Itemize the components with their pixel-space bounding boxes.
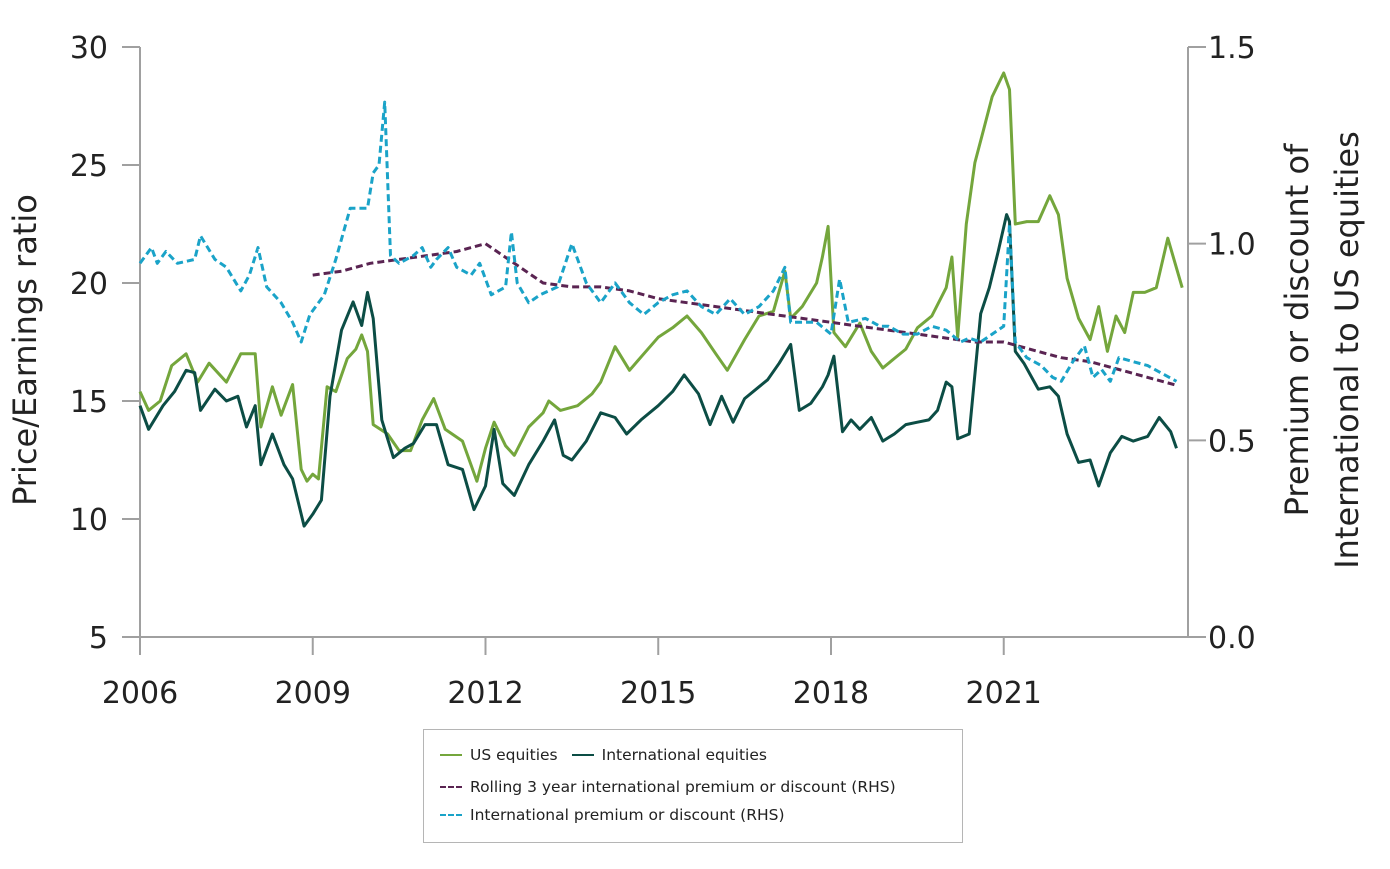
right-axis-ticks: 0.0 0.5 1.0 1.5 — [1188, 31, 1256, 656]
legend-label-us-equities: US equities — [470, 746, 558, 764]
legend-row-1: US equities International equities — [440, 746, 781, 764]
series-line-2 — [138, 213, 1178, 528]
y-tick-label: 25 — [70, 149, 108, 184]
series-line-3 — [312, 242, 1177, 387]
legend: US equities International equities Rolli… — [423, 729, 963, 843]
y2-tick-label: 1.0 — [1208, 228, 1256, 263]
y-tick-label: 5 — [89, 621, 108, 656]
series-layer — [138, 71, 1184, 528]
x-axis-ticks: 2006 2009 2012 2015 2018 2021 — [102, 637, 1042, 711]
x-tick-label: 2006 — [102, 676, 178, 711]
y-tick-label: 20 — [70, 267, 108, 302]
legend-swatch-us-equities — [440, 754, 462, 756]
legend-item-international-equities: International equities — [571, 746, 767, 764]
legend-label-rolling: Rolling 3 year international premium or … — [470, 778, 896, 796]
series-line-4 — [138, 100, 1178, 383]
y-tick-label: 10 — [70, 503, 108, 538]
left-axis-ticks: 5 10 15 20 25 30 — [70, 31, 140, 656]
y2-tick-label: 0.0 — [1208, 621, 1256, 656]
y2-axis-title-line-2: International to US equities — [1328, 131, 1366, 569]
x-tick-label: 2015 — [620, 676, 696, 711]
y-tick-label: 30 — [70, 31, 108, 66]
series-line-1 — [138, 71, 1184, 483]
x-tick-label: 2021 — [966, 676, 1042, 711]
legend-swatch-premium — [440, 814, 462, 816]
legend-item-us-equities: US equities — [440, 746, 558, 764]
legend-swatch-rolling — [440, 786, 462, 788]
legend-row-3: International premium or discount (RHS) — [440, 806, 799, 824]
x-tick-label: 2018 — [793, 676, 869, 711]
legend-label-premium: International premium or discount (RHS) — [470, 806, 785, 824]
y-axis-title: Price/Earnings ratio — [6, 194, 44, 506]
y2-tick-label: 1.5 — [1208, 31, 1256, 66]
legend-swatch-international-equities — [571, 754, 594, 756]
legend-row-2: Rolling 3 year international premium or … — [440, 778, 910, 796]
y-tick-label: 15 — [70, 385, 108, 420]
y2-tick-label: 0.5 — [1208, 424, 1256, 459]
legend-item-rolling: Rolling 3 year international premium or … — [440, 778, 896, 796]
x-tick-label: 2009 — [275, 676, 351, 711]
legend-label-international-equities: International equities — [601, 746, 767, 764]
x-tick-label: 2012 — [447, 676, 523, 711]
legend-item-premium: International premium or discount (RHS) — [440, 806, 785, 824]
y2-axis-title-line-1: Premium or discount of — [1278, 143, 1316, 516]
